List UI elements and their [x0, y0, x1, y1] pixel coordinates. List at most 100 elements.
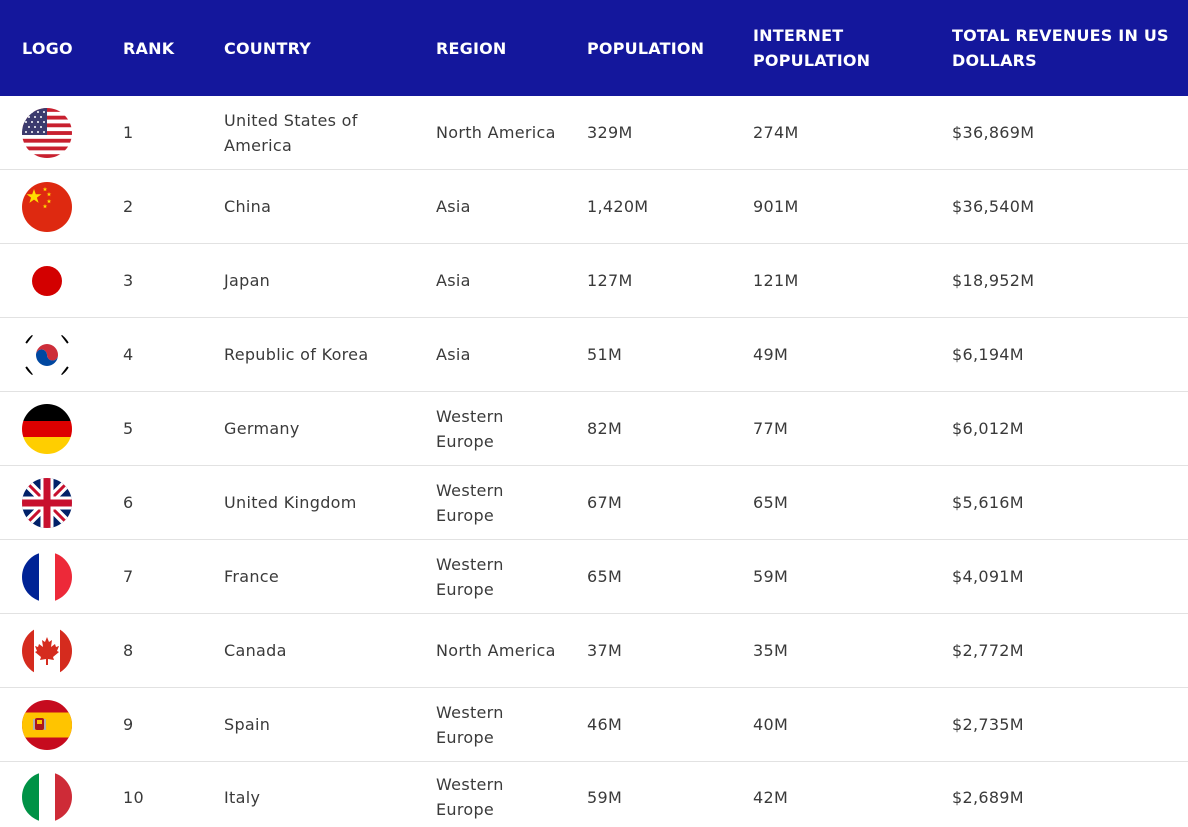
internet-population-cell: 121M — [753, 271, 799, 290]
rank-cell: 10 — [123, 787, 144, 807]
rank-cell: 8 — [123, 641, 134, 660]
population-cell: 65M — [587, 567, 623, 586]
logo-cell — [22, 762, 72, 827]
region-cell: Asia — [436, 271, 471, 290]
population-cell: 51M — [587, 345, 623, 364]
rank-cell: 1 — [123, 123, 134, 142]
japan-flag-icon — [22, 255, 72, 306]
internet-population-cell: 77M — [753, 419, 789, 438]
region-cell: Western Europe — [436, 480, 504, 525]
country-cell: France — [224, 567, 280, 586]
table-row: 9 Spain Western Europe 46M 40M $2,735M — [0, 688, 1188, 762]
revenues-cell: $2,735M — [952, 715, 1024, 734]
logo-cell — [22, 318, 72, 391]
region-cell: Western Europe — [436, 775, 504, 819]
header-region: REGION — [436, 38, 507, 58]
table-row: 5 Germany Western Europe 82M 77M $6,012M — [0, 392, 1188, 466]
country-cell: United Kingdom — [224, 493, 357, 512]
country-cell: Germany — [224, 419, 300, 438]
table-row: 8 Canada North America 37M 35M $2,772M — [0, 614, 1188, 688]
revenues-cell: $2,772M — [952, 641, 1024, 660]
korea-flag-icon — [22, 329, 72, 380]
population-cell: 329M — [587, 123, 633, 142]
region-cell: Asia — [436, 345, 471, 364]
table-row: 10 Italy Western Europe 59M 42M $2,689M — [0, 762, 1188, 827]
region-cell: Asia — [436, 197, 471, 216]
population-cell: 127M — [587, 271, 633, 290]
country-cell: Canada — [224, 641, 287, 660]
header-revenues: TOTAL REVENUES IN US DOLLARS — [952, 26, 1169, 70]
header-rank: RANK — [123, 38, 175, 58]
population-cell: 1,420M — [587, 197, 649, 216]
revenues-cell: $4,091M — [952, 567, 1024, 586]
rank-cell: 3 — [123, 271, 134, 290]
internet-population-cell: 42M — [753, 787, 789, 807]
internet-population-cell: 65M — [753, 493, 789, 512]
rank-cell: 9 — [123, 715, 134, 734]
italy-flag-icon — [22, 772, 72, 822]
rank-cell: 5 — [123, 419, 134, 438]
country-cell: Spain — [224, 715, 271, 734]
region-cell: North America — [436, 641, 556, 660]
rank-cell: 4 — [123, 345, 134, 364]
population-cell: 82M — [587, 419, 623, 438]
revenues-cell: $18,952M — [952, 271, 1035, 290]
header-country: COUNTRY — [224, 38, 312, 58]
germany-flag-icon — [22, 403, 72, 454]
revenues-cell: $36,869M — [952, 123, 1035, 142]
logo-cell — [22, 614, 72, 687]
internet-population-cell: 49M — [753, 345, 789, 364]
table-row: 7 France Western Europe 65M 59M $4,091M — [0, 540, 1188, 614]
population-cell: 59M — [587, 787, 623, 807]
internet-population-cell: 40M — [753, 715, 789, 734]
country-cell: Italy — [224, 787, 261, 807]
table-header: LOGO RANK COUNTRY REGION POPULATION INTE… — [0, 0, 1188, 96]
revenues-cell: $6,012M — [952, 419, 1024, 438]
uk-flag-icon — [22, 477, 72, 528]
region-cell: Western Europe — [436, 554, 504, 599]
logo-cell — [22, 392, 72, 465]
logo-cell — [22, 244, 72, 317]
spain-flag-icon — [22, 699, 72, 750]
logo-cell — [22, 540, 72, 613]
header-logo: LOGO — [22, 38, 73, 58]
region-cell: Western Europe — [436, 406, 504, 451]
region-cell: Western Europe — [436, 702, 504, 747]
rank-cell: 2 — [123, 197, 134, 216]
rank-cell: 6 — [123, 493, 134, 512]
population-cell: 37M — [587, 641, 623, 660]
canada-flag-icon — [22, 625, 72, 676]
table-row: 4 Republic of Korea Asia 51M 49M $6,194M — [0, 318, 1188, 392]
country-cell: Republic of Korea — [224, 345, 369, 364]
china-flag-icon — [22, 181, 72, 232]
revenues-cell: $5,616M — [952, 493, 1024, 512]
internet-population-cell: 901M — [753, 197, 799, 216]
logo-cell — [22, 96, 72, 169]
header-population: POPULATION — [587, 38, 705, 58]
region-cell: North America — [436, 123, 556, 142]
revenues-cell: $6,194M — [952, 345, 1024, 364]
population-cell: 67M — [587, 493, 623, 512]
table-row: 2 China Asia 1,420M 901M $36,540M — [0, 170, 1188, 244]
table-row: 3 Japan Asia 127M 121M $18,952M — [0, 244, 1188, 318]
table-row: 6 United Kingdom Western Europe 67M 65M $5,61… — [0, 466, 1188, 540]
revenues-cell: $36,540M — [952, 197, 1035, 216]
table-body: 1 United States of America North America 32… — [0, 96, 1188, 827]
population-cell: 46M — [587, 715, 623, 734]
internet-population-cell: 274M — [753, 123, 799, 142]
logo-cell — [22, 466, 72, 539]
country-cell: United States of America — [224, 110, 358, 155]
country-cell: Japan — [224, 271, 271, 290]
france-flag-icon — [22, 551, 72, 602]
country-cell: China — [224, 197, 272, 216]
rank-cell: 7 — [123, 567, 134, 586]
revenues-cell: $2,689M — [952, 787, 1024, 807]
internet-population-cell: 59M — [753, 567, 789, 586]
logo-cell — [22, 688, 72, 761]
table-row: 1 United States of America North America 32… — [0, 96, 1188, 170]
internet-population-cell: 35M — [753, 641, 789, 660]
logo-cell — [22, 170, 72, 243]
header-internet-population: INTERNET POPULATION — [753, 26, 871, 70]
usa-flag-icon — [22, 107, 72, 158]
